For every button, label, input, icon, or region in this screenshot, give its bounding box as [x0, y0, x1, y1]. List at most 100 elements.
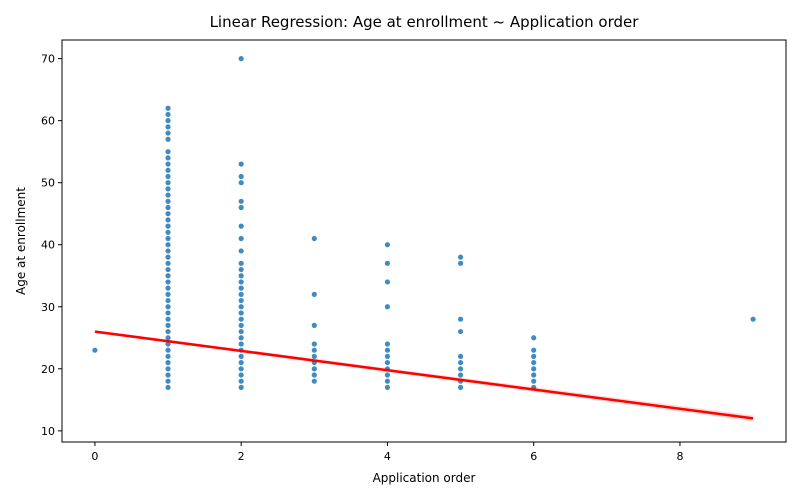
- data-point: [531, 347, 537, 353]
- data-point: [165, 285, 171, 291]
- data-point: [165, 167, 171, 173]
- data-point: [165, 161, 171, 167]
- data-point: [311, 372, 317, 378]
- axes: 0 2 4 6 8 10 20 30 40 50 60 70: [41, 39, 787, 463]
- data-point: [531, 353, 537, 359]
- x-tick-label: 8: [676, 450, 683, 463]
- data-point: [238, 198, 244, 204]
- data-point: [457, 359, 464, 366]
- y-tick-label: 30: [41, 301, 55, 314]
- data-point: [457, 316, 464, 322]
- data-point: [384, 378, 391, 384]
- regression-line: [94, 330, 754, 420]
- data-point: [238, 273, 244, 279]
- x-tick-label: 4: [384, 450, 391, 463]
- data-point: [238, 304, 244, 310]
- data-point: [165, 266, 171, 273]
- data-point: [165, 279, 171, 285]
- data-point: [238, 235, 244, 242]
- data-point: [165, 223, 171, 229]
- data-point: [165, 217, 171, 223]
- data-point: [311, 235, 317, 242]
- data-point: [165, 235, 171, 242]
- data-point: [384, 304, 391, 310]
- data-point: [311, 366, 317, 372]
- data-point: [165, 149, 171, 155]
- data-point: [165, 359, 171, 366]
- data-point: [165, 155, 171, 161]
- data-point: [238, 372, 244, 378]
- data-point: [238, 173, 244, 180]
- data-point: [238, 260, 244, 266]
- data-point: [165, 105, 171, 111]
- data-point: [165, 347, 171, 353]
- y-tick-label: 10: [41, 425, 55, 438]
- data-point: [384, 347, 391, 353]
- data-point: [238, 366, 244, 372]
- data-point: [165, 180, 171, 186]
- data-point: [457, 254, 464, 260]
- data-point: [165, 378, 171, 384]
- axes-frame: [61, 39, 787, 443]
- data-point: [238, 341, 244, 347]
- y-tick-label: 50: [41, 177, 55, 190]
- data-point: [750, 316, 756, 322]
- data-point: [238, 291, 244, 297]
- data-point: [238, 266, 244, 273]
- data-point: [384, 260, 391, 266]
- data-point: [457, 372, 464, 378]
- data-point: [311, 291, 317, 297]
- data-point: [238, 353, 244, 359]
- data-point: [457, 366, 464, 372]
- data-point: [165, 198, 171, 204]
- data-point: [238, 223, 244, 229]
- data-point: [165, 173, 171, 180]
- data-point: [384, 384, 391, 391]
- data-point: [311, 322, 317, 328]
- data-point: [165, 130, 171, 136]
- data-point: [165, 136, 171, 142]
- data-point: [165, 211, 171, 217]
- data-point: [165, 372, 171, 378]
- y-tick-label: 60: [41, 115, 55, 128]
- data-point: [238, 297, 244, 304]
- data-point: [311, 353, 317, 359]
- data-point: [238, 161, 244, 167]
- data-point: [165, 310, 171, 316]
- y-tick-label: 40: [41, 239, 55, 252]
- data-point: [165, 124, 171, 130]
- chart-title: Linear Regression: Age at enrollment ~ A…: [210, 13, 640, 31]
- data-point: [165, 291, 171, 297]
- data-points: [92, 56, 756, 391]
- data-point: [311, 347, 317, 353]
- data-point: [531, 359, 537, 366]
- data-point: [384, 279, 391, 285]
- data-point: [531, 366, 537, 372]
- y-tick-label: 20: [41, 363, 55, 376]
- data-point: [165, 111, 171, 118]
- data-point: [457, 260, 464, 266]
- data-point: [238, 285, 244, 291]
- data-point: [238, 328, 244, 335]
- data-point: [384, 372, 391, 378]
- data-point: [238, 322, 244, 328]
- y-tick-label: 70: [41, 53, 55, 66]
- data-point: [165, 328, 171, 335]
- data-point: [165, 186, 171, 192]
- data-point: [165, 118, 171, 124]
- y-axis-label: Age at enrollment: [14, 187, 28, 295]
- data-point: [531, 335, 537, 341]
- data-point: [311, 378, 317, 384]
- data-point: [165, 366, 171, 372]
- data-point: [238, 384, 244, 391]
- data-point: [165, 192, 171, 198]
- x-tick-label: 6: [530, 450, 537, 463]
- data-point: [238, 248, 244, 254]
- data-point: [165, 353, 171, 359]
- data-point: [165, 297, 171, 304]
- data-point: [165, 204, 171, 211]
- data-point: [531, 372, 537, 378]
- data-point: [238, 279, 244, 285]
